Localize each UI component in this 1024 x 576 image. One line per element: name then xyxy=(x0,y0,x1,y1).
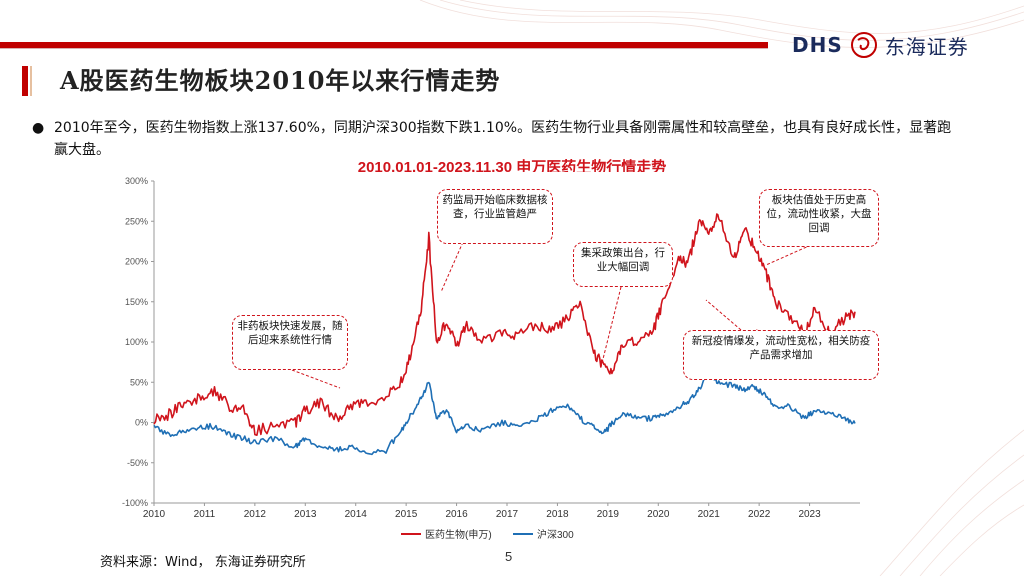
source-note: 资料来源：Wind， 东海证券研究所 xyxy=(100,555,306,570)
header-accent-line xyxy=(0,48,768,49)
page-title: A股医药生物板块2010年以来行情走势 xyxy=(60,66,501,95)
y-tick-label: 300% xyxy=(125,176,148,186)
y-tick-label: 250% xyxy=(125,216,148,226)
callout-connector-4 xyxy=(765,244,812,266)
chart-title: 2010.01.01-2023.11.30 申万医药生物行情走势 xyxy=(357,159,667,176)
callout-connector-5 xyxy=(705,299,742,331)
x-tick-label: 2017 xyxy=(496,509,519,520)
series-line-pharma xyxy=(153,213,856,437)
x-tick-label: 2013 xyxy=(294,509,317,520)
x-tick-label: 2019 xyxy=(597,509,620,520)
x-tick-label: 2015 xyxy=(395,509,418,520)
x-tick-label: 2020 xyxy=(647,509,670,520)
line-chart: 300% 250% 200% 150% 100% 50% 0% -50% -100% 2010 2… xyxy=(122,176,860,541)
x-tick-label: 2014 xyxy=(345,509,368,520)
y-tick-label: 100% xyxy=(125,337,148,347)
x-tick-label: 2021 xyxy=(698,509,721,520)
bullet-dot-icon: ● xyxy=(32,120,45,136)
summary-text: 2010年至今，医药生物指数上涨137.60%，同期沪深300指数下跌1.10%… xyxy=(54,120,952,158)
y-tick-label: -50% xyxy=(127,458,148,468)
logo-latin-text: DHS xyxy=(792,33,843,57)
y-tick-label: 0% xyxy=(135,418,148,428)
dragon-emblem-icon xyxy=(850,32,877,58)
y-tick-label: 150% xyxy=(125,297,148,307)
callout-connector-1 xyxy=(291,369,341,389)
page-number: 5 xyxy=(505,549,513,564)
callout-2: 药监局开始临床数据核查，行业监管趋严 xyxy=(437,189,553,244)
callout-connector-3 xyxy=(600,286,622,368)
x-tick-label: 2022 xyxy=(748,509,771,520)
x-tick-label: 2023 xyxy=(798,509,821,520)
legend-label: 医药生物(申万) xyxy=(425,528,492,541)
x-tick-label: 2018 xyxy=(546,509,569,520)
series-line-csi300 xyxy=(153,371,856,456)
callout-5: 新冠疫情爆发，流动性宽松，相关防疫产品需求增加 xyxy=(683,330,879,380)
y-tick-label: 50% xyxy=(130,377,148,387)
callout-1: 非药板块快速发展，随后迎来系统性行情 xyxy=(232,315,348,370)
title-accent-bar xyxy=(22,66,28,96)
x-tick-label: 2012 xyxy=(244,509,267,520)
title-accent-stripe xyxy=(30,66,32,96)
x-tick-label: 2010 xyxy=(143,509,166,520)
header-accent-bar xyxy=(0,42,768,48)
callout-connector-2 xyxy=(440,241,464,293)
y-tick-label: -100% xyxy=(122,498,148,508)
callout-3: 集采政策出台，行业大幅回调 xyxy=(573,242,673,287)
legend-label: 沪深300 xyxy=(537,528,574,541)
x-tick-label: 2016 xyxy=(445,509,468,520)
x-tick-label: 2011 xyxy=(194,509,216,520)
chart-panel: 300% 250% 200% 150% 100% 50% 0% -50% -100% 2010 2… xyxy=(96,172,879,548)
y-tick-label: 200% xyxy=(125,257,148,267)
callout-4: 板块估值处于历史高位，流动性收紧，大盘回调 xyxy=(759,189,879,247)
summary-bullet: ● 2010年至今，医药生物指数上涨137.60%，同期沪深300指数下跌1.1… xyxy=(32,117,952,161)
company-logo: DHS 东海证券 xyxy=(792,28,969,62)
logo-chinese-text: 东海证券 xyxy=(884,34,969,59)
